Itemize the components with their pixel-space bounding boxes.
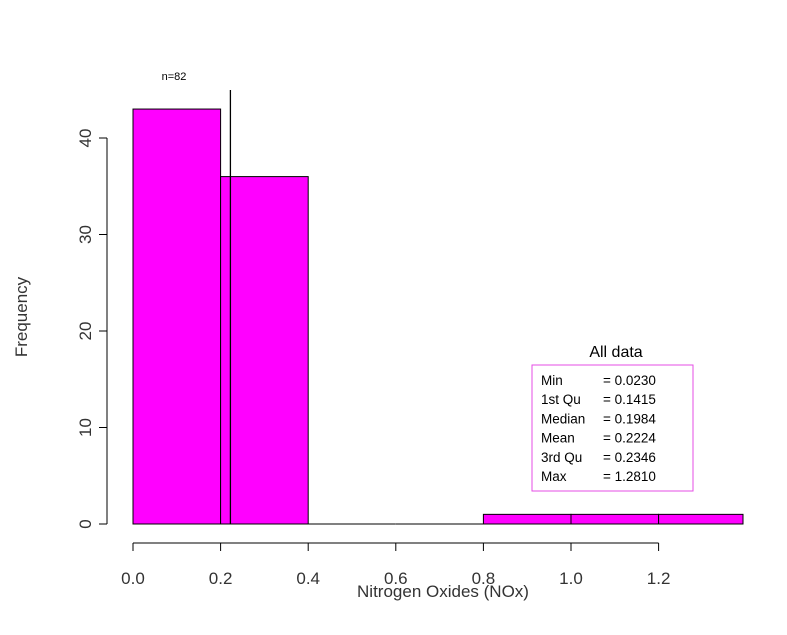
y-axis-title: Frequency: [12, 276, 31, 357]
y-axis: 0 10 20 30 40: [76, 129, 108, 529]
histogram-bars: [132, 108, 744, 525]
stat-value: = 1.2810: [603, 469, 656, 484]
stat-value: = 0.2224: [603, 431, 656, 446]
x-tick-label: 0.0: [121, 569, 145, 588]
y-tick-label: 40: [76, 129, 95, 148]
stat-label: Max: [541, 469, 567, 484]
y-tick-label: 0: [76, 519, 95, 528]
stat-label: Mean: [541, 431, 575, 446]
stats-rows: Min = 0.0230 1st Qu = 0.1415 Median = 0.1984 M…: [541, 373, 656, 484]
y-tick-label: 30: [76, 225, 95, 244]
x-axis-title: Nitrogen Oxides (NOx): [357, 582, 529, 601]
stat-value: = 0.1984: [603, 411, 656, 426]
x-tick-label: 1.2: [647, 569, 671, 588]
histogram-bar: [570, 513, 660, 525]
x-axis: 0.0 0.2 0.4 0.6 0.8 1.0 1.2: [121, 542, 671, 588]
x-tick-label: 0.6: [384, 569, 408, 588]
histogram-bar: [132, 108, 222, 525]
y-tick-label: 20: [76, 322, 95, 341]
x-tick-label: 0.2: [209, 569, 233, 588]
stat-label: 3rd Qu: [541, 450, 582, 465]
y-tick-label: 10: [76, 418, 95, 437]
histogram-bar: [482, 513, 572, 525]
stat-value: = 0.0230: [603, 373, 656, 388]
x-tick-label: 1.0: [559, 569, 583, 588]
histogram-bar: [658, 513, 744, 525]
sample-size-annotation: n=82: [162, 71, 187, 83]
histogram-bar: [220, 176, 309, 525]
x-tick-label: 0.8: [472, 569, 496, 588]
stats-box: [531, 364, 694, 492]
stat-value: = 0.1415: [603, 392, 656, 407]
stat-value: = 0.2346: [603, 450, 656, 465]
stat-label: Median: [541, 411, 585, 426]
stats-box-title: All data: [589, 344, 642, 361]
x-tick-label: 0.4: [296, 569, 320, 588]
stat-label: 1st Qu: [541, 392, 581, 407]
stat-label: Min: [541, 373, 563, 388]
